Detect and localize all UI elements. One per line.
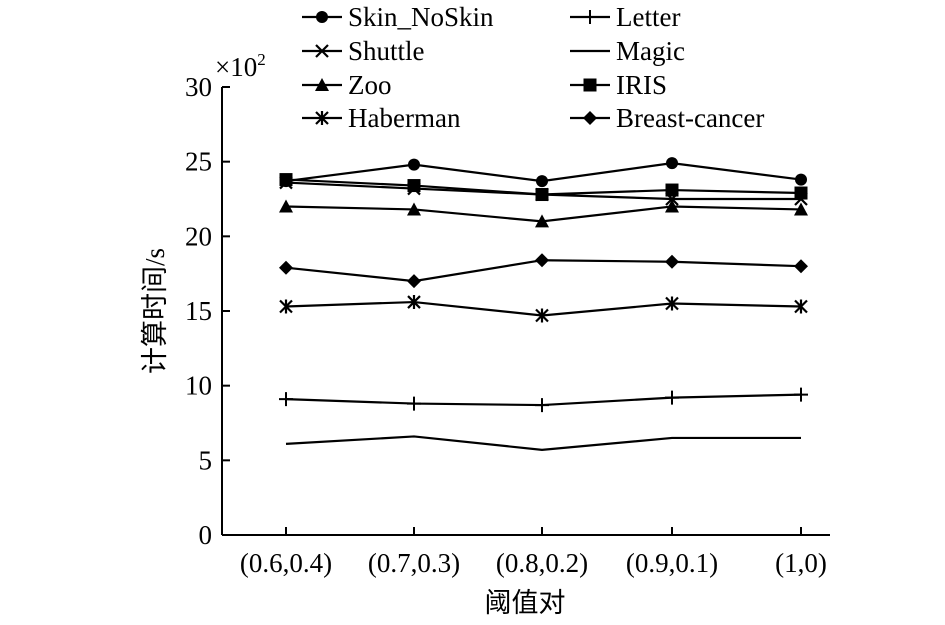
data-point-breast-cancer — [407, 274, 421, 289]
data-point-haberman — [794, 299, 808, 314]
series-magic — [285, 435, 801, 451]
data-point-letter — [279, 392, 293, 407]
y-tick-label: 0 — [199, 520, 213, 550]
data-point-iris — [665, 183, 679, 197]
legend-item-zoo: Zoo — [302, 70, 392, 100]
series-haberman — [279, 295, 808, 323]
x-tick-label: (0.8,0.2) — [496, 548, 588, 578]
x-tick-label: (0.7,0.3) — [368, 548, 460, 578]
y-tick-label: 20 — [185, 221, 212, 251]
legend-item-magic: Magic — [570, 36, 685, 66]
legend-marker-shuttle — [315, 44, 329, 58]
legend-marker-skin-noskin — [316, 11, 328, 23]
x-tick-label: (1,0) — [775, 548, 827, 578]
data-point-iris — [279, 173, 293, 187]
data-point-skin-noskin — [795, 173, 807, 186]
data-point-haberman — [535, 308, 549, 323]
y-tick-label: 15 — [185, 296, 212, 326]
legend-item-haberman: Haberman — [302, 103, 461, 133]
legend-label: Breast-cancer — [616, 103, 764, 133]
data-point-haberman — [665, 296, 679, 311]
legend-marker-haberman — [315, 111, 329, 125]
legend-item-skin-noskin: Skin_NoSkin — [302, 2, 494, 32]
data-point-letter — [794, 387, 808, 402]
data-point-zoo — [279, 199, 293, 213]
data-point-haberman — [279, 299, 293, 314]
data-point-breast-cancer — [279, 260, 293, 275]
data-point-letter — [535, 398, 549, 413]
legend-label: IRIS — [616, 70, 667, 100]
legend-label: Letter — [616, 2, 680, 32]
data-point-breast-cancer — [535, 253, 549, 268]
series-line-magic — [285, 435, 801, 451]
y-tick-label: 5 — [199, 445, 213, 475]
data-point-breast-cancer — [794, 259, 808, 274]
y-ticks: 0 5 10 15 20 25 30 — [185, 72, 230, 550]
series-breast-cancer — [279, 253, 808, 289]
legend-item-shuttle: Shuttle — [302, 36, 425, 66]
data-point-haberman — [407, 295, 421, 310]
series-iris — [279, 173, 808, 202]
legend-item-iris: IRIS — [570, 70, 667, 100]
data-point-zoo — [407, 202, 421, 216]
legend-marker-zoo — [315, 78, 329, 91]
legend-item-letter: Letter — [570, 2, 680, 32]
y-tick-label: 30 — [185, 72, 212, 102]
series-letter — [279, 387, 808, 413]
legend-marker-iris — [583, 78, 597, 92]
data-point-zoo — [535, 214, 549, 228]
data-point-letter — [407, 396, 421, 411]
y-tick-label: 10 — [185, 371, 212, 401]
x-axis-title: 阈值对 — [485, 588, 566, 618]
axes — [221, 87, 830, 536]
y-multiplier-label: ×102 — [215, 50, 266, 82]
series-group — [279, 157, 808, 451]
data-point-letter — [665, 390, 679, 405]
data-point-iris — [535, 188, 549, 202]
data-point-zoo — [794, 202, 808, 216]
legend-label: Magic — [616, 36, 685, 66]
y-tick-label: 25 — [185, 147, 212, 177]
data-point-zoo — [665, 199, 679, 213]
series-line-letter — [285, 393, 802, 407]
x-tick-label: (0.6,0.4) — [240, 548, 332, 578]
legend-item-breast-cancer: Breast-cancer — [570, 103, 764, 133]
x-ticks: (0.6,0.4) (0.7,0.3) (0.8,0.2) (0.9,0.1) (1,0… — [240, 527, 827, 578]
data-point-skin-noskin — [408, 158, 420, 171]
legend-label: Haberman — [348, 103, 461, 133]
y-multiplier-exponent: 2 — [257, 50, 266, 69]
data-point-breast-cancer — [665, 254, 679, 269]
data-point-skin-noskin — [666, 157, 678, 170]
legend-label: Skin_NoSkin — [348, 2, 494, 32]
legend-label: Shuttle — [348, 36, 425, 66]
data-point-iris — [794, 186, 808, 200]
y-axis-title: 计算时间/s — [140, 248, 170, 374]
legend-label: Zoo — [348, 70, 392, 100]
data-point-iris — [407, 179, 421, 193]
x-tick-label: (0.9,0.1) — [626, 548, 718, 578]
legend-marker-breast-cancer — [583, 111, 597, 125]
data-point-skin-noskin — [536, 175, 548, 188]
legend-marker-letter — [583, 10, 597, 24]
series-zoo — [279, 199, 808, 228]
